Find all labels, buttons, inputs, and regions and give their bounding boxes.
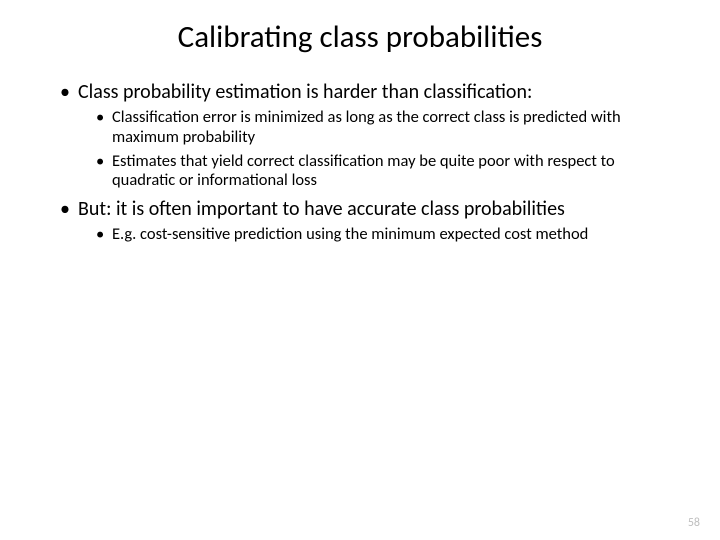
page-number: 58 — [688, 516, 700, 530]
bullet-item: But: it is often important to have accur… — [60, 197, 660, 245]
slide-title: Calibrating class probabilities — [0, 18, 720, 56]
bullet-item: Estimates that yield correct classificat… — [96, 152, 660, 192]
bullet-list-level2: Classification error is minimized as lon… — [96, 108, 660, 191]
bullet-text: But: it is often important to have accur… — [78, 197, 565, 221]
bullet-text: Estimates that yield correct classificat… — [112, 151, 615, 191]
bullet-item: Classification error is minimized as lon… — [96, 108, 660, 148]
bullet-list-level1: Class probability estimation is harder t… — [60, 80, 660, 245]
slide-body: Class probability estimation is harder t… — [60, 80, 660, 251]
bullet-text: E.g. cost-sensitive prediction using the… — [112, 224, 588, 244]
bullet-text: Classification error is minimized as lon… — [112, 107, 621, 147]
bullet-list-level2: E.g. cost-sensitive prediction using the… — [96, 225, 660, 245]
bullet-item: Class probability estimation is harder t… — [60, 80, 660, 191]
slide: Calibrating class probabilities Class pr… — [0, 0, 720, 540]
bullet-item: E.g. cost-sensitive prediction using the… — [96, 225, 660, 245]
bullet-text: Class probability estimation is harder t… — [78, 80, 532, 104]
